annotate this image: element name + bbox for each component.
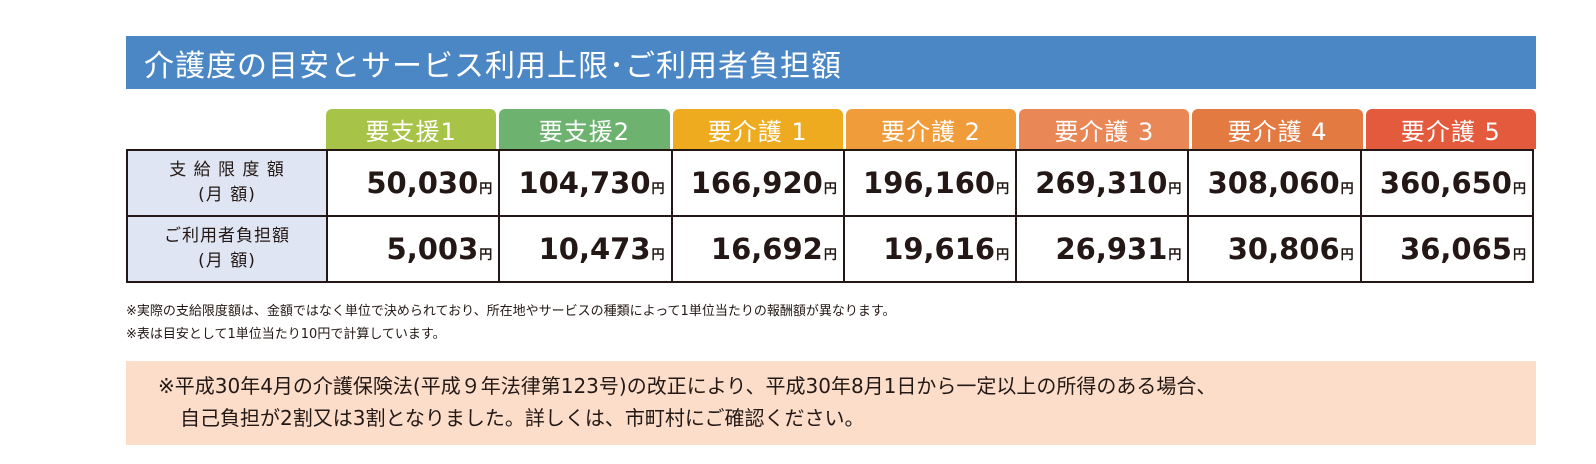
title-bar: 介護度の目安とサービス利用上限･ご利用者負担額 xyxy=(126,36,1536,89)
amount-value: 26,931 xyxy=(1055,232,1168,266)
table-cell: 360,650円 xyxy=(1359,149,1535,217)
level-header-care-1: 要介護 1 xyxy=(672,109,843,149)
amount-value: 166,920 xyxy=(690,166,823,200)
yen-unit: 円 xyxy=(996,248,1010,263)
yen-unit: 円 xyxy=(1168,182,1182,197)
amount-value: 36,065 xyxy=(1400,232,1512,266)
yen-unit: 円 xyxy=(651,182,665,197)
yen-unit: 円 xyxy=(479,248,493,263)
table-cell: 269,310円 xyxy=(1015,149,1190,217)
yen-unit: 円 xyxy=(1340,182,1354,197)
yen-unit: 円 xyxy=(996,182,1010,197)
row-label-user-burden: ご利用者負担額 (月 額) xyxy=(126,215,328,283)
row-label-benefit-limit: 支 給 限 度 額 (月 額) xyxy=(126,149,328,217)
table-cell: 308,060円 xyxy=(1187,149,1362,217)
level-header-care-5: 要介護 5 xyxy=(1365,109,1536,149)
table-cell: 166,920円 xyxy=(670,149,845,217)
table-cell: 19,616円 xyxy=(842,215,1018,283)
yen-unit: 円 xyxy=(1340,248,1354,263)
yen-unit: 円 xyxy=(1168,248,1182,263)
amount-value: 5,003 xyxy=(386,232,479,266)
footnote: ※表は目安として1単位当たり10円で計算しています。 xyxy=(126,327,446,342)
level-header-care-4: 要介護 4 xyxy=(1192,109,1363,149)
row-label-line: (月 額) xyxy=(198,185,256,205)
amount-value: 360,650 xyxy=(1379,166,1512,200)
amount-value: 308,060 xyxy=(1207,166,1340,200)
table-cell: 5,003円 xyxy=(325,215,501,283)
table-cell: 196,160円 xyxy=(842,149,1018,217)
amount-value: 196,160 xyxy=(863,166,996,200)
yen-unit: 円 xyxy=(1512,248,1526,263)
table-cell: 26,931円 xyxy=(1015,215,1190,283)
notice-text-line: 自己負担が2割又は3割となりました。詳しくは、市町村にご確認ください。 xyxy=(180,406,865,430)
yen-unit: 円 xyxy=(823,248,837,263)
table-cell: 50,030円 xyxy=(325,149,501,217)
amount-value: 19,616 xyxy=(883,232,996,266)
footnotes: ※実際の支給限度額は、金額ではなく単位で決められており、所在地やサービスの種類に… xyxy=(126,300,1536,346)
table-cell: 104,730円 xyxy=(498,149,673,217)
row-label-line: ご利用者負担額 xyxy=(164,226,290,246)
table-cell: 30,806円 xyxy=(1187,215,1362,283)
footnote: ※実際の支給限度額は、金額ではなく単位で決められており、所在地やサービスの種類に… xyxy=(126,304,896,319)
row-label-line: 支 給 限 度 額 xyxy=(169,160,285,180)
amount-value: 30,806 xyxy=(1227,232,1340,266)
page-title: 介護度の目安とサービス利用上限･ご利用者負担額 xyxy=(144,48,842,84)
yen-unit: 円 xyxy=(479,182,493,197)
amount-value: 50,030 xyxy=(366,166,479,200)
amount-value: 10,473 xyxy=(538,232,651,266)
care-level-header: 要支援1 要支援2 要介護 1 要介護 2 要介護 3 要介護 4 要介護 5 xyxy=(326,109,1536,149)
amount-value: 269,310 xyxy=(1035,166,1168,200)
table-cell: 16,692円 xyxy=(670,215,845,283)
yen-unit: 円 xyxy=(651,248,665,263)
table-row-benefit-limit: 支 給 限 度 額 (月 額) 50,030円 104,730円 166,920… xyxy=(126,149,1535,217)
level-header-support-1: 要支援1 xyxy=(326,109,497,149)
notice-text-line: ※平成30年4月の介護保険法(平成９年法律第123号)の改正により、平成30年8… xyxy=(158,374,1217,398)
table-row-user-burden: ご利用者負担額 (月 額) 5,003円 10,473円 16,692円 19,… xyxy=(126,215,1535,283)
table-cell: 10,473円 xyxy=(498,215,673,283)
amount-value: 104,730 xyxy=(518,166,651,200)
table-cell: 36,065円 xyxy=(1359,215,1535,283)
yen-unit: 円 xyxy=(1512,182,1526,197)
row-label-line: (月 額) xyxy=(198,251,256,271)
amount-table: 支 給 限 度 額 (月 額) 50,030円 104,730円 166,920… xyxy=(126,149,1535,283)
level-header-support-2: 要支援2 xyxy=(499,109,670,149)
notice-box: ※平成30年4月の介護保険法(平成９年法律第123号)の改正により、平成30年8… xyxy=(126,361,1536,445)
level-header-care-2: 要介護 2 xyxy=(845,109,1017,149)
amount-value: 16,692 xyxy=(710,232,823,266)
yen-unit: 円 xyxy=(823,182,837,197)
level-header-care-3: 要介護 3 xyxy=(1019,109,1190,149)
